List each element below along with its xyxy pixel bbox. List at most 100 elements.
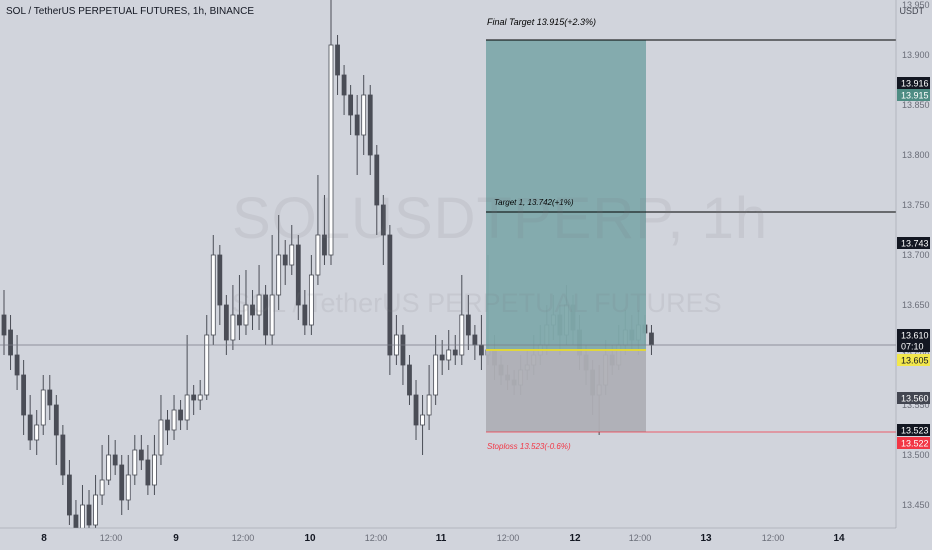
candle — [152, 454, 157, 486]
candle — [106, 454, 112, 481]
time-tick-label: 12 — [569, 533, 581, 544]
candle — [14, 354, 20, 376]
price-tick-label: 13.950 — [902, 0, 930, 10]
price-label-box — [897, 89, 930, 101]
candle — [119, 464, 125, 501]
candle — [289, 244, 295, 266]
candle — [400, 334, 406, 366]
price-label-text: 13.915 — [901, 91, 929, 101]
candle — [178, 409, 183, 421]
price-label-text: 13.610 — [901, 331, 929, 341]
candle — [446, 349, 452, 361]
time-tick-label: 8 — [41, 533, 47, 544]
candle — [165, 419, 170, 431]
price-label-text: 13.916 — [901, 79, 929, 89]
candle — [40, 389, 46, 426]
time-tick-label: 11 — [436, 533, 447, 544]
price-label-text: 13.560 — [901, 394, 929, 404]
candle — [341, 74, 347, 96]
time-axis-background — [0, 528, 896, 550]
price-label-text: 13.605 — [901, 356, 929, 366]
price-label-text: 07:10 — [901, 342, 924, 352]
candle — [439, 354, 445, 361]
time-tick-label: 10 — [304, 533, 316, 544]
candle — [158, 419, 164, 456]
candle — [171, 409, 177, 431]
profit-zone — [486, 40, 646, 350]
candle — [472, 334, 478, 346]
price-tick-label: 13.450 — [902, 500, 930, 510]
candle — [47, 389, 53, 406]
candle — [1, 314, 7, 336]
time-tick-label: 13 — [700, 533, 712, 544]
candle — [138, 449, 144, 461]
loss-zone — [486, 350, 646, 432]
candle — [433, 354, 439, 396]
price-label-box — [897, 424, 930, 436]
candle — [374, 154, 380, 206]
price-axis-currency: USDT — [899, 6, 925, 16]
candle — [282, 254, 288, 266]
candle — [27, 414, 33, 441]
candle — [60, 434, 66, 476]
candle — [112, 454, 118, 466]
level-label: Target 1, 13.742(+1%) — [494, 198, 574, 207]
candle — [315, 234, 321, 276]
price-tick-label: 13.850 — [902, 100, 930, 110]
time-tick-label: 12:00 — [629, 533, 652, 543]
candle — [361, 94, 367, 136]
chart-title: SOL / TetherUS PERPETUAL FUTURES, 1h, BI… — [6, 6, 255, 17]
candle — [125, 474, 131, 501]
candle — [230, 314, 236, 341]
candle — [197, 394, 203, 401]
price-tick-label: 13.700 — [902, 250, 930, 260]
price-label-box — [897, 392, 930, 404]
candle — [407, 364, 412, 396]
price-label-box — [897, 354, 930, 366]
price-label-text: 13.523 — [901, 426, 929, 436]
candle — [295, 244, 301, 306]
price-tick-label: 13.650 — [902, 300, 930, 310]
price-tick-label: 13.800 — [902, 150, 930, 160]
price-tick-label: 13.750 — [902, 200, 930, 210]
price-tick-label: 13.900 — [902, 50, 930, 60]
candle — [132, 449, 138, 476]
candle — [426, 394, 432, 416]
candle — [263, 294, 269, 336]
time-tick-label: 14 — [833, 533, 845, 544]
candle — [204, 334, 210, 396]
candle — [465, 314, 471, 336]
price-tick-label: 13.550 — [902, 400, 930, 410]
candle — [184, 394, 190, 421]
candle — [53, 404, 59, 436]
time-tick-label: 12:00 — [232, 533, 255, 543]
candle — [223, 304, 229, 341]
price-label-box — [897, 340, 930, 352]
level-label: Stoploss 13.523(-0.6%) — [487, 442, 571, 451]
candle — [479, 344, 484, 356]
level-label: Final Target 13.915(+2.3%) — [487, 17, 596, 27]
candle — [145, 459, 151, 486]
candle — [413, 394, 419, 426]
candle — [217, 254, 223, 306]
time-tick-label: 12:00 — [100, 533, 123, 543]
candle — [8, 329, 13, 356]
candle — [191, 394, 197, 401]
candle — [237, 314, 242, 326]
time-axis: 8 12:00 9 12:00 10 12:00 11 12:00 12 12:00 13 12:00… — [0, 527, 896, 550]
candle — [367, 94, 373, 156]
candle — [649, 332, 654, 346]
time-tick-label: 9 — [173, 533, 179, 544]
levels-group: Final Target 13.915(+2.3%) Target 1, 13.7… — [486, 17, 896, 451]
candle — [67, 474, 72, 516]
time-tick-label: 12:00 — [497, 533, 520, 543]
candle — [210, 254, 216, 336]
time-tick-label: 12:00 — [365, 533, 388, 543]
candle — [380, 204, 386, 236]
candle — [459, 314, 465, 356]
price-label-box — [897, 329, 930, 341]
